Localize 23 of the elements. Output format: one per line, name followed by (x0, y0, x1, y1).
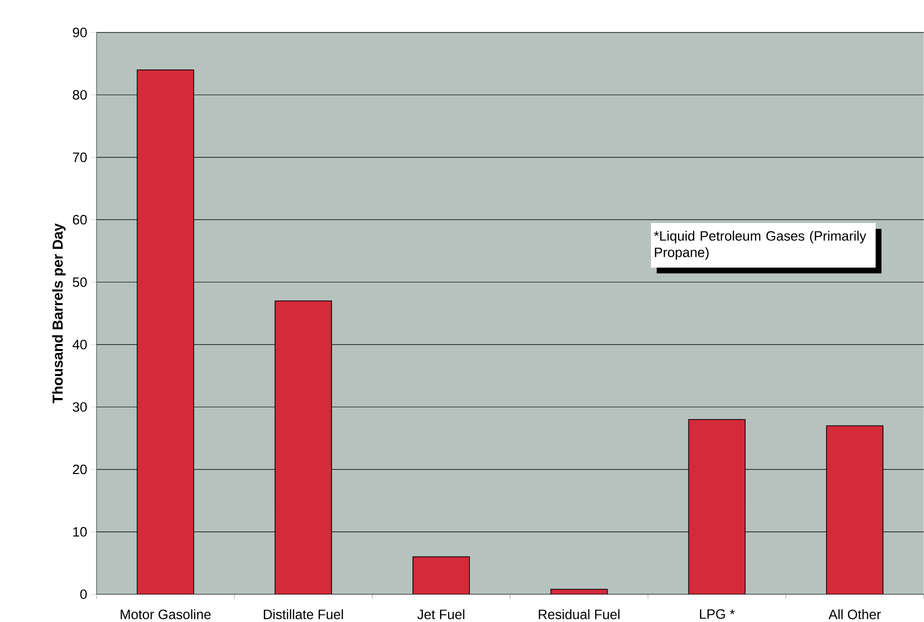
y-tick-label: 10 (73, 526, 87, 536)
bar (412, 556, 470, 594)
y-tick-label: 90 (72, 27, 87, 38)
bar (688, 418, 746, 594)
bar (274, 300, 332, 594)
x-tick-label: LPG * (700, 609, 735, 619)
x-tick-label: Motor Gasoline (120, 609, 211, 620)
y-tick-label: 40 (72, 340, 87, 350)
y-tick-label: 20 (72, 464, 87, 474)
y-tick-label: 60 (72, 214, 87, 224)
x-tick-label: All Other (828, 609, 881, 620)
x-tick-label: Distillate Fuel (264, 609, 343, 620)
y-tick-label: 30 (72, 402, 87, 412)
y-tick-label: 80 (72, 90, 87, 100)
y-tick-label: 0 (80, 589, 87, 599)
x-tick-label: Residual Fuel (538, 609, 620, 620)
bar (136, 69, 194, 594)
annotation: *Liquid Petroleum Gases (Primarily Propane) (654, 230, 866, 260)
y-axis-title: Thousand Barrels per Day (52, 223, 66, 404)
x-tick-label: Jet Fuel (417, 609, 464, 620)
y-tick-label: 70 (72, 152, 87, 162)
y-tick-label: 50 (72, 277, 87, 287)
bar (826, 425, 884, 594)
